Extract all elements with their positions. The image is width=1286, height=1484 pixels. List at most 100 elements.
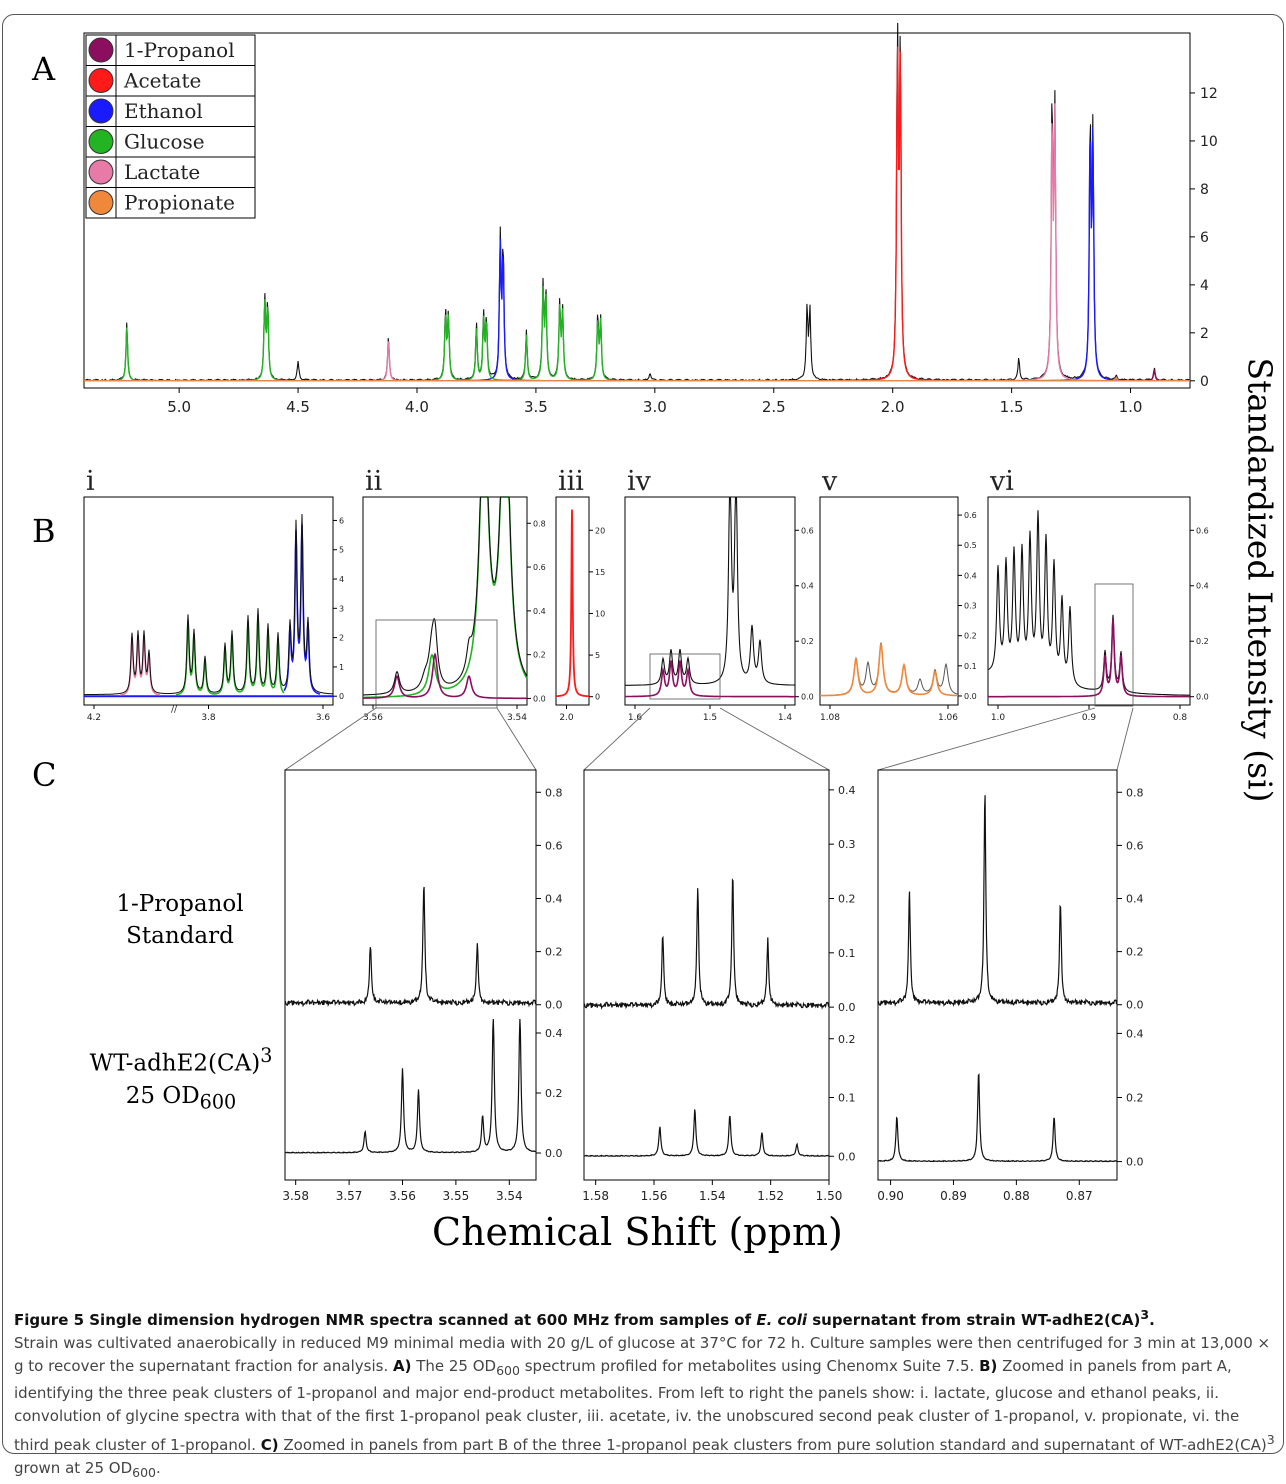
a-ytick-label: 6 <box>1200 230 1209 246</box>
a-ytick-label: 4 <box>1200 278 1209 294</box>
sample-strain: WT-adhE2(CA) <box>89 1050 261 1077</box>
c-panel-frame <box>284 769 537 1181</box>
a-legend-swatch-acetate <box>88 68 114 93</box>
c-xtick-label: 3.56 <box>389 1189 416 1203</box>
c-standard-ytick-label: 0.4 <box>1126 893 1144 906</box>
b-ytick-label: 0.2 <box>964 632 977 641</box>
b-ytick-label: 6 <box>339 516 344 525</box>
b-ytick-label: 5 <box>339 546 344 555</box>
bvi-series-1-propanol <box>988 619 1190 698</box>
b-ytick-label: 0.2 <box>533 651 546 660</box>
zoom-connector <box>877 707 1096 771</box>
bii-series-1-propanol <box>363 652 527 700</box>
b-ytick-label: 0.4 <box>964 571 977 580</box>
zoom-connector <box>1116 707 1134 771</box>
a-xtick-label: 2.0 <box>881 398 905 416</box>
b-ytick-label: 0.3 <box>964 602 977 611</box>
b-xtick-label: 3.54 <box>507 713 527 723</box>
c-standard-line <box>877 795 1118 1008</box>
c-standard-ytick-label: 0.4 <box>545 893 563 906</box>
b-ytick-label: 0.6 <box>801 526 814 535</box>
panel-letter-a: A <box>32 50 56 88</box>
panel-a-frame <box>83 32 1191 389</box>
a-ytick-label: 0 <box>1200 374 1209 390</box>
a-ytick-label: 2 <box>1200 326 1209 342</box>
a-xtick-label: 1.5 <box>1000 398 1024 416</box>
b-xtick-label: 2.0 <box>559 713 574 723</box>
b-ytick-label: 0.0 <box>964 692 977 701</box>
b-panel-frame <box>624 496 796 706</box>
c-xtick-label: 3.58 <box>282 1189 309 1203</box>
b-roman-label: iii <box>558 466 584 497</box>
figure-canvas: 5.0 4.5 4.0 3.5 3.0 2.5 2.0 1.5 1.00246810121-Pr… <box>83 22 1218 1203</box>
a-ytick-label: 12 <box>1200 86 1218 102</box>
b-ytick-label: 0.4 <box>533 607 546 616</box>
c-standard-ytick-label: 0.2 <box>545 946 563 959</box>
b-ytick-label: 0 <box>339 692 344 701</box>
c-standard-ytick-label: 0.8 <box>545 786 563 799</box>
c-standard-ytick-label: 0.6 <box>1126 839 1144 852</box>
row-label-standard: 1-Propanol Standard <box>90 888 270 952</box>
c-sample-ytick-label: 0.0 <box>1126 1156 1144 1169</box>
c-sample-ytick-label: 0.1 <box>838 1092 856 1105</box>
c-standard-ytick-label: 0.0 <box>838 1001 856 1014</box>
row-label-standard-line2: Standard <box>126 923 234 949</box>
b-ytick-label: 0.0 <box>533 694 546 703</box>
a-xtick-label: 5.0 <box>167 398 191 416</box>
a-xtick-label: 1.0 <box>1119 398 1143 416</box>
a-series-propionate <box>84 376 1190 382</box>
b-panel-frame <box>987 496 1191 706</box>
b-roman-label: iv <box>627 466 652 497</box>
b-panel-frame <box>819 496 959 706</box>
c-standard-ytick-label: 0.3 <box>838 838 856 851</box>
caption-title: Figure 5 Single dimension hydrogen NMR s… <box>14 1307 1155 1329</box>
zoom-connector <box>583 707 651 771</box>
row-label-standard-line1: 1-Propanol <box>116 891 244 917</box>
a-series-glucose <box>84 285 1190 382</box>
b-ytick-label: 10 <box>595 609 605 618</box>
b-xtick-label: 3.8 <box>201 713 216 723</box>
zoom-connector <box>719 707 830 771</box>
bii-spectrum-line <box>363 496 528 696</box>
c-standard-ytick-label: 0.2 <box>1126 946 1144 959</box>
c-sample-line <box>284 1018 537 1154</box>
b-ytick-label: 0.1 <box>964 662 977 671</box>
sample-sup: 3 <box>260 1044 273 1067</box>
b-xtick-label: 1.08 <box>820 713 840 723</box>
a-xtick-label: 3.5 <box>524 398 548 416</box>
b-ytick-label: 0.4 <box>1196 582 1209 591</box>
bi-spectrum-line <box>84 513 334 696</box>
c-standard-ytick-label: 0.8 <box>1126 786 1144 799</box>
b-ytick-label: 0.8 <box>533 519 546 528</box>
b-ytick-label: 3 <box>339 604 344 613</box>
a-legend-entry: Acetate <box>123 69 201 93</box>
a-xtick-label: 4.0 <box>405 398 429 416</box>
c-xtick-label: 3.54 <box>496 1189 523 1203</box>
caption-body: Strain was cultivated anaerobically in r… <box>14 1334 1275 1480</box>
c-xtick-label: 1.58 <box>582 1189 609 1203</box>
biv-spectrum-line <box>625 496 795 686</box>
b-panel-frame <box>555 496 590 706</box>
c-sample-ytick-label: 0.0 <box>838 1150 856 1163</box>
a-ytick-label: 8 <box>1200 182 1209 198</box>
zoom-connector <box>284 707 377 771</box>
b-ytick-label: 15 <box>595 568 605 577</box>
c-xtick-label: 1.50 <box>816 1189 843 1203</box>
c-xtick-label: 1.54 <box>699 1189 726 1203</box>
b-ytick-label: 0.0 <box>1196 693 1209 702</box>
c-standard-ytick-label: 0.2 <box>838 893 856 906</box>
b-ytick-label: 20 <box>595 526 605 535</box>
bi-axis-break: // <box>171 705 178 715</box>
b-ytick-label: 0.6 <box>964 511 977 520</box>
c-sample-ytick-label: 0.4 <box>1126 1027 1144 1040</box>
a-xtick-label: 2.5 <box>762 398 786 416</box>
c-panel-frame <box>877 769 1118 1181</box>
c-sample-line <box>877 1073 1118 1163</box>
bvi-zoom-box <box>1094 583 1134 707</box>
biv-series-1-propanol <box>625 660 795 698</box>
x-axis-label: Chemical Shift (ppm) <box>432 1210 843 1254</box>
b-xtick-label: 1.06 <box>938 713 958 723</box>
a-legend-swatch-propionate <box>88 190 114 215</box>
a-ytick-label: 10 <box>1200 134 1218 150</box>
c-sample-ytick-label: 0.2 <box>545 1087 563 1100</box>
